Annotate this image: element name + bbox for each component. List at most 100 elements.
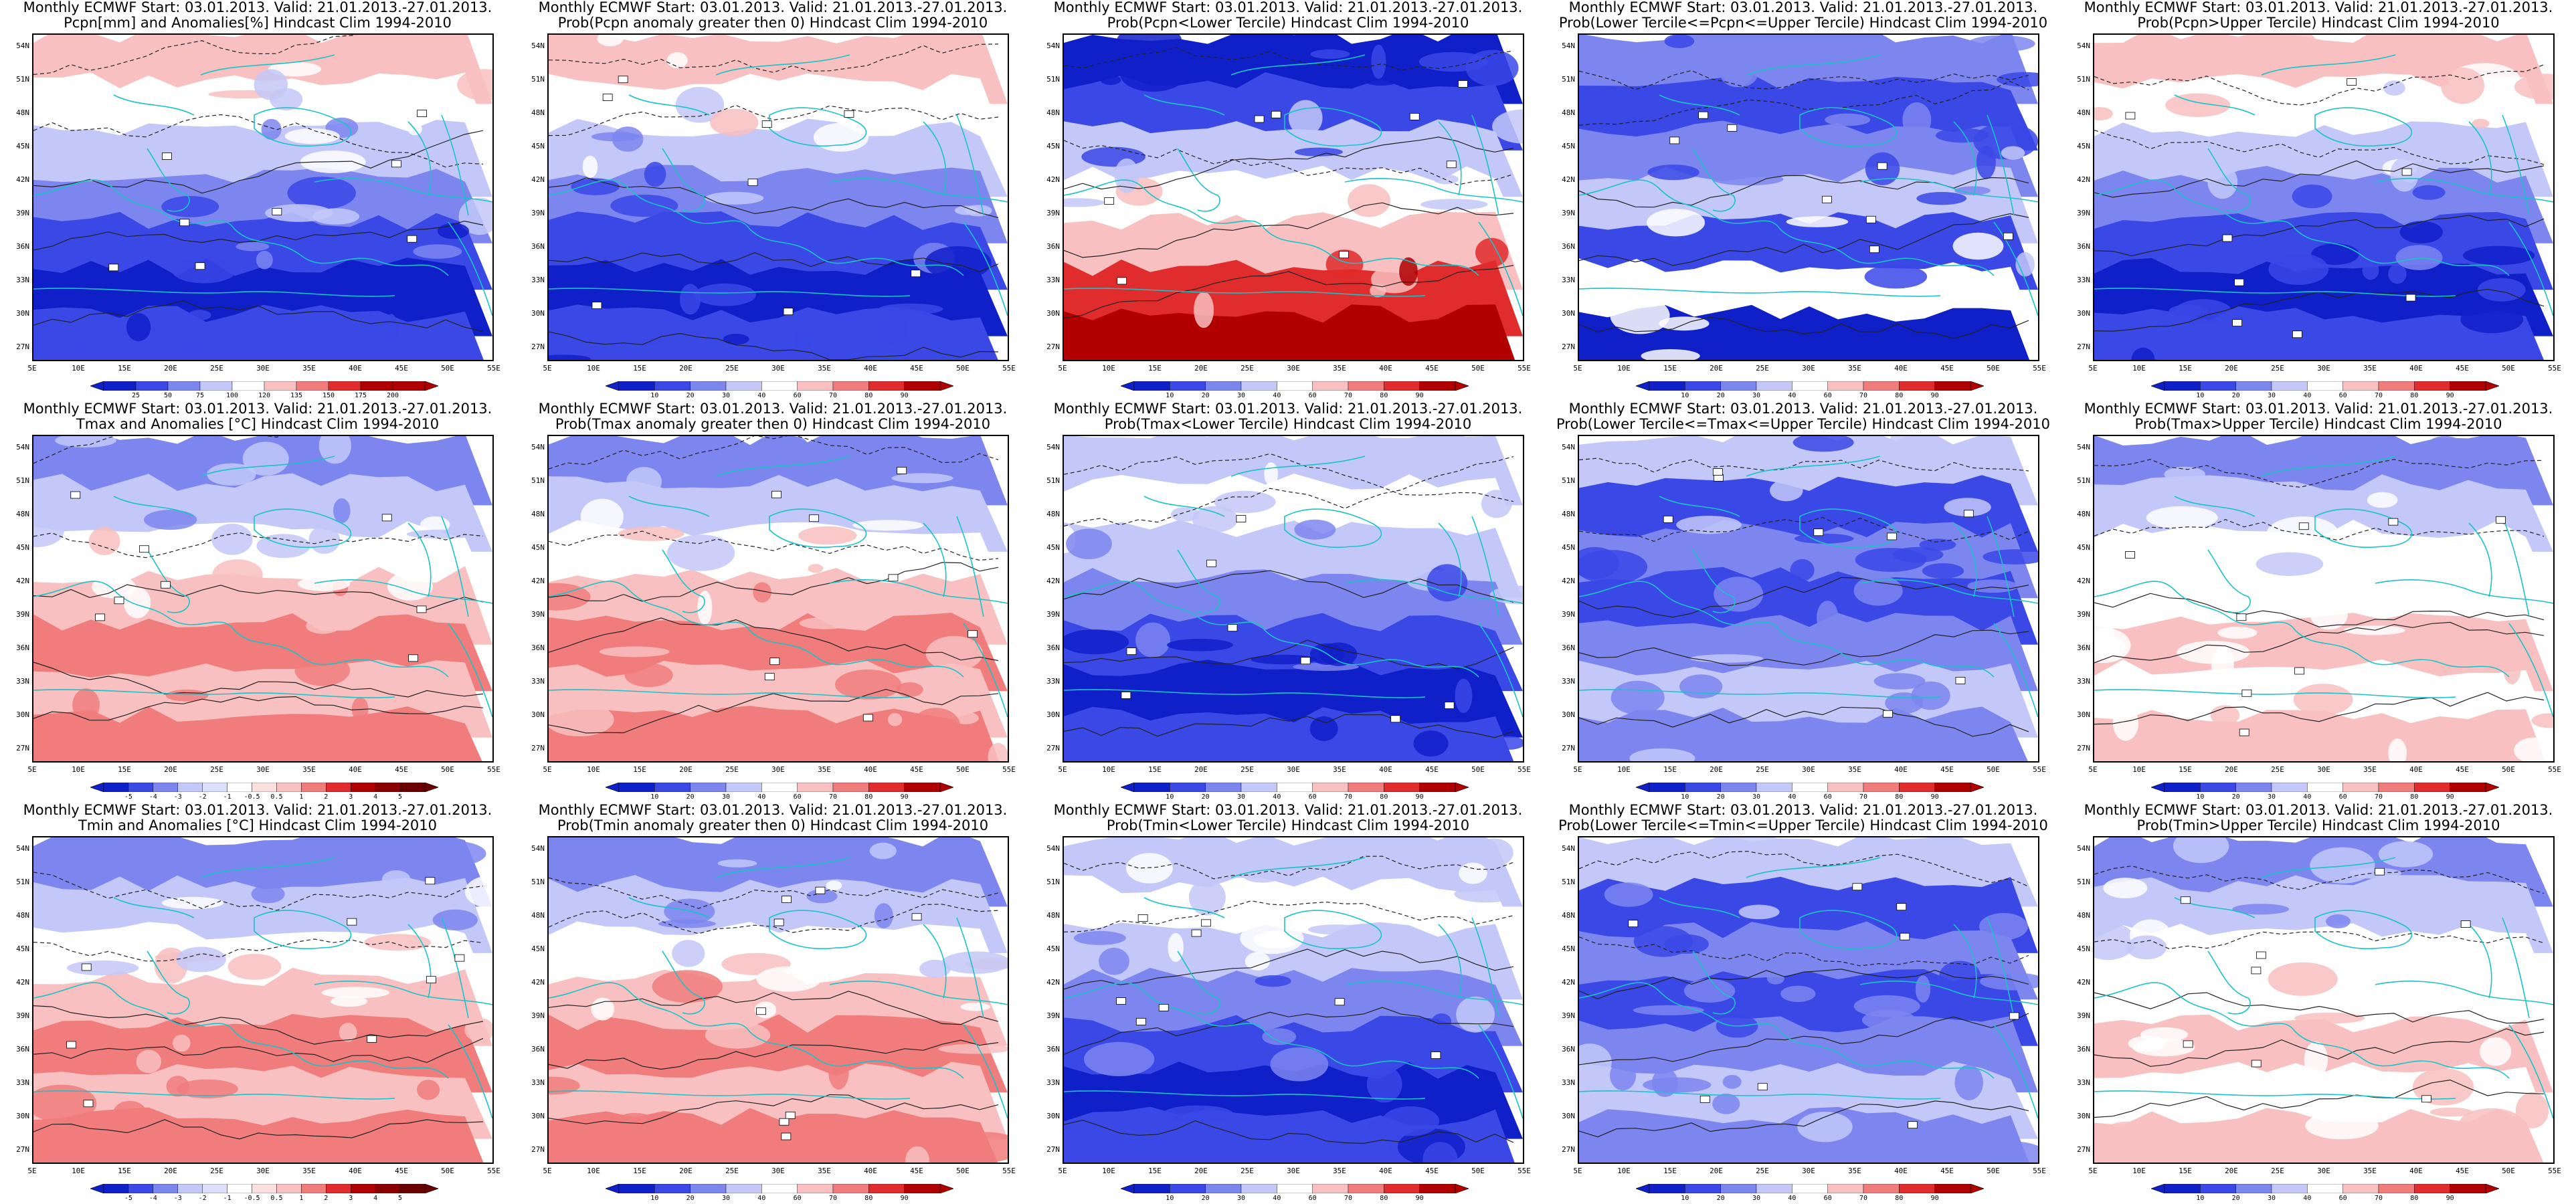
colorbar-segment [1756, 1184, 1792, 1193]
latitude-label: 27N [2077, 744, 2090, 752]
longitude-label: 50E [2502, 1167, 2515, 1175]
coastline [1064, 689, 1426, 698]
field-patch [1954, 186, 1991, 195]
field-patch [927, 744, 987, 760]
field-patch [1399, 257, 1418, 286]
longitude-label: 20E [2225, 765, 2238, 774]
contour-line [549, 617, 999, 662]
longitude-label: 25E [1756, 364, 1769, 373]
field-patch [1240, 922, 1304, 955]
longitude-label: 55E [2033, 765, 2046, 774]
longitude-label: 15E [1663, 1167, 1677, 1175]
field-patch [1579, 546, 1619, 579]
colorbar-tick: 20 [686, 793, 695, 801]
longitude-label: 25E [725, 364, 739, 373]
contour-line [1064, 714, 1514, 738]
latitude-label: 48N [16, 108, 29, 117]
contour-label-box [2183, 1040, 2193, 1048]
field-patch [2217, 626, 2258, 639]
field-patch [227, 953, 282, 980]
panel-title-line1: Monthly ECMWF Start: 03.01.2013. Valid: … [23, 0, 492, 15]
colorbar-segment [1240, 1184, 1277, 1193]
field-patch [1310, 49, 1350, 59]
latitude-label: 33N [1562, 276, 1575, 284]
latitude-label: 48N [16, 911, 29, 920]
colorbar [90, 783, 438, 792]
colorbar-tick: 40 [1788, 793, 1797, 801]
coastline [2094, 1090, 2456, 1100]
field-patch [2351, 953, 2401, 986]
colorbar-tick: 90 [1930, 793, 1939, 801]
latitude-label: 36N [16, 643, 29, 652]
field-patch [1081, 146, 1146, 167]
longitude-label: 10E [587, 1167, 600, 1175]
map-area [1578, 33, 2039, 361]
contour-line [33, 130, 484, 194]
field-patch [1348, 184, 1391, 217]
map-area [1063, 435, 1524, 763]
field-patch [672, 940, 705, 967]
field-patch [2310, 599, 2348, 630]
longitude-label: 40E [2409, 1167, 2423, 1175]
colorbar-segment [153, 783, 178, 792]
field-patch [92, 575, 136, 599]
latitude-label: 39N [2077, 209, 2090, 217]
field-patch [1064, 198, 1105, 207]
longitude-label: 10E [1102, 1167, 1115, 1175]
contour-label-box [2009, 1012, 2019, 1020]
colorbar-tick: 30 [1752, 1195, 1761, 1202]
field-patch [1167, 639, 1233, 651]
colorbar-tick: 80 [864, 1195, 873, 1202]
field-patch [2501, 971, 2539, 1004]
field-patch [1890, 436, 1920, 458]
longitude-label: 25E [2271, 364, 2284, 373]
colorbar-segment [1863, 783, 1900, 792]
contour-line [1064, 1120, 1514, 1144]
longitude-label: 35E [818, 1167, 831, 1175]
contour-line [1064, 570, 1514, 603]
colorbar-segment [1133, 1184, 1170, 1193]
field-patch [33, 1084, 97, 1122]
longitude-label: 15E [118, 364, 131, 373]
coastline [1953, 114, 2015, 216]
colorbar-segment [2342, 381, 2379, 391]
longitude-label: 30E [771, 1167, 785, 1175]
colorbar-segment [2200, 783, 2236, 792]
longitude-label: 50E [956, 364, 970, 373]
colorbar-segment [1899, 1184, 1935, 1193]
colorbar-segment [301, 783, 327, 792]
field-patch [1454, 886, 1517, 903]
latitude-label: 30N [2077, 309, 2090, 318]
colorbar-tick: 30 [1236, 793, 1246, 801]
field-patch [414, 840, 486, 867]
field-patch [1171, 507, 1199, 522]
colorbar-segment [1649, 1184, 1685, 1193]
colorbar-tick: -5 [124, 1195, 132, 1202]
coastline [923, 516, 984, 617]
coastline [113, 857, 335, 918]
map-svg [33, 837, 492, 1163]
colorbar-tick: 60 [2338, 793, 2347, 801]
longitude-label: 30E [771, 765, 785, 774]
contour-label-box [1699, 1095, 1710, 1103]
colorbar-tick: -0.5 [244, 793, 260, 801]
field-patch [1494, 736, 1523, 750]
latitude-label: 39N [2077, 610, 2090, 619]
field-patch [2292, 184, 2332, 209]
colorbar-segment [392, 381, 426, 391]
panel-title-line1: Monthly ECMWF Start: 03.01.2013. Valid: … [1568, 401, 2038, 417]
longitude-label: 55E [2548, 1167, 2561, 1175]
coastline [2207, 148, 2251, 212]
field-patch [806, 889, 838, 904]
field-patch [705, 1021, 771, 1049]
colorbar-tick: 80 [2410, 392, 2419, 399]
field-patch [2480, 1037, 2512, 1066]
colorbar-tick: 90 [1930, 1195, 1939, 1202]
field-patch [597, 35, 624, 47]
colorbar-segment [227, 783, 252, 792]
coastline [1579, 179, 1995, 276]
colorbar-segment [2235, 783, 2272, 792]
colorbar-segment [1685, 783, 1721, 792]
latitude-label: 33N [1562, 1078, 1575, 1087]
contour-label-box [2347, 78, 2357, 86]
